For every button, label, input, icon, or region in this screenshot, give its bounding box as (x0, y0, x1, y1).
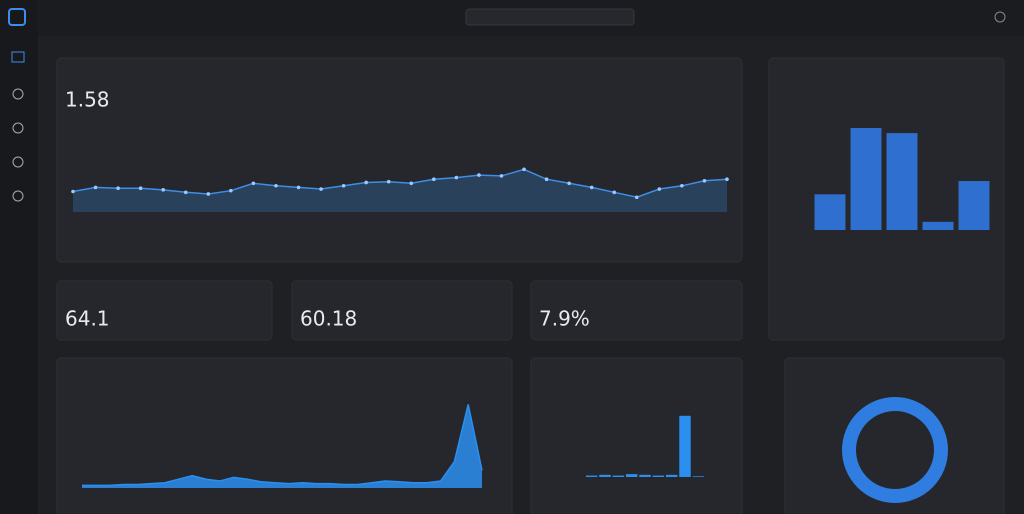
point (567, 181, 571, 186)
point (138, 186, 143, 191)
card (530, 280, 743, 341)
point (657, 187, 662, 191)
line (82, 404, 483, 487)
bar (814, 194, 846, 230)
donut-slice (842, 397, 948, 503)
point (544, 177, 549, 181)
point (93, 185, 98, 190)
point (296, 185, 301, 190)
card (530, 357, 743, 514)
bar (886, 133, 918, 230)
point (71, 189, 75, 194)
point (409, 181, 414, 186)
area-fill (73, 169, 727, 212)
point (341, 183, 346, 188)
search-box[interactable] (465, 8, 635, 26)
bar (639, 474, 651, 477)
point (183, 190, 188, 195)
line (72, 168, 728, 198)
point (454, 175, 459, 180)
bar (625, 474, 638, 477)
nav-icon[interactable] (12, 122, 24, 134)
nav-icon[interactable] (12, 190, 24, 202)
point (206, 192, 211, 196)
kpi-value: 64.1 (65, 307, 110, 331)
card (56, 57, 743, 263)
point (229, 188, 233, 193)
point (116, 186, 120, 191)
sidebar (0, 0, 38, 514)
point (725, 177, 729, 181)
point (477, 173, 481, 177)
point (612, 190, 617, 195)
point (589, 185, 594, 190)
logo[interactable] (8, 8, 26, 26)
point (499, 174, 504, 178)
point (161, 188, 166, 192)
point (432, 177, 436, 181)
card (56, 357, 513, 514)
bar (599, 474, 611, 477)
point (274, 183, 278, 188)
bar (850, 128, 882, 230)
card (291, 280, 513, 341)
kpi-value: 60.18 (300, 307, 357, 331)
nav-icon[interactable] (11, 51, 25, 63)
point (634, 195, 639, 200)
bar (585, 475, 598, 477)
point (319, 187, 323, 191)
bar (692, 476, 705, 477)
bar (612, 475, 625, 477)
bar (679, 415, 691, 477)
point (680, 183, 684, 188)
nav-icon[interactable] (12, 156, 24, 168)
kpi-value: 7.9% (539, 307, 590, 331)
point (522, 167, 526, 172)
nav-icon[interactable] (12, 88, 24, 100)
card (784, 357, 1005, 514)
point (386, 179, 391, 184)
card (56, 280, 273, 341)
bar (652, 475, 665, 477)
point (364, 180, 368, 185)
bar (665, 474, 678, 477)
point (702, 179, 707, 183)
bar (958, 181, 990, 230)
user-icon[interactable] (994, 11, 1006, 23)
bar (922, 221, 954, 230)
point (251, 181, 256, 186)
card (768, 57, 1005, 341)
metric-value: 1.58 (65, 88, 110, 112)
